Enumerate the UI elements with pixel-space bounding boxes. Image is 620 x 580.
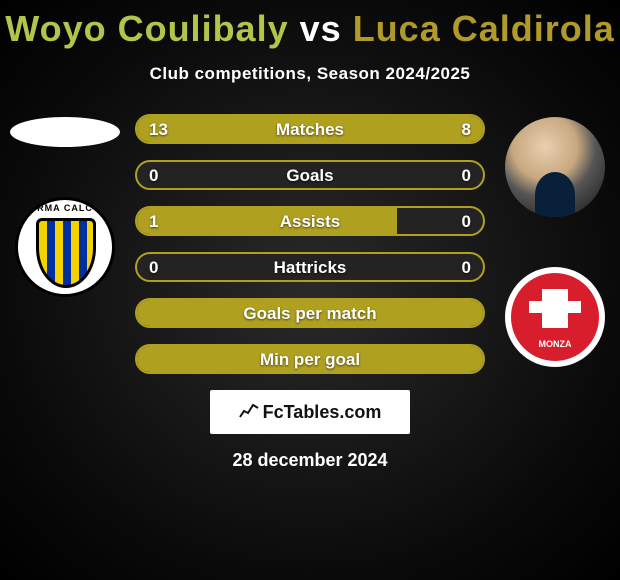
stat-label: Min per goal <box>137 346 483 374</box>
title-vs: vs <box>300 8 342 49</box>
chart-icon <box>239 402 259 423</box>
player1-club-badge: RMA CALC <box>15 197 115 297</box>
comparison-title: Woyo Coulibaly vs Luca Caldirola <box>0 0 620 50</box>
stat-label: Assists <box>137 208 483 236</box>
stat-label: Hattricks <box>137 254 483 282</box>
club2-inner: MONZA <box>511 273 599 361</box>
brand-badge: FcTables.com <box>210 390 410 434</box>
footer-date: 28 december 2024 <box>0 450 620 471</box>
player2-name: Luca Caldirola <box>353 8 615 49</box>
right-column: MONZA <box>490 114 620 367</box>
stat-bars: 138Matches 00Goals 10Assists 00Hattricks Goa… <box>135 114 485 374</box>
stat-label: Matches <box>137 116 483 144</box>
club2-cross-icon <box>542 289 568 329</box>
stat-label: Goals <box>137 162 483 190</box>
stat-row: 00Goals <box>135 160 485 190</box>
content: RMA CALC MONZA 138Matches 00Goals 10Assist… <box>0 114 620 471</box>
stat-row: Goals per match <box>135 298 485 328</box>
stat-row: 10Assists <box>135 206 485 236</box>
brand-text: FcTables.com <box>263 402 382 423</box>
stat-row: 138Matches <box>135 114 485 144</box>
player1-name: Woyo Coulibaly <box>5 8 288 49</box>
stat-label: Goals per match <box>137 300 483 328</box>
subtitle: Club competitions, Season 2024/2025 <box>0 64 620 84</box>
stat-row: 00Hattricks <box>135 252 485 282</box>
stat-row: Min per goal <box>135 344 485 374</box>
player2-club-badge: MONZA <box>505 267 605 367</box>
player2-photo <box>505 117 605 217</box>
club1-shield-icon <box>36 218 96 288</box>
club2-name: MONZA <box>511 339 599 349</box>
club1-text: RMA CALC <box>18 203 112 213</box>
player1-photo <box>10 117 120 147</box>
left-column: RMA CALC <box>0 114 130 297</box>
